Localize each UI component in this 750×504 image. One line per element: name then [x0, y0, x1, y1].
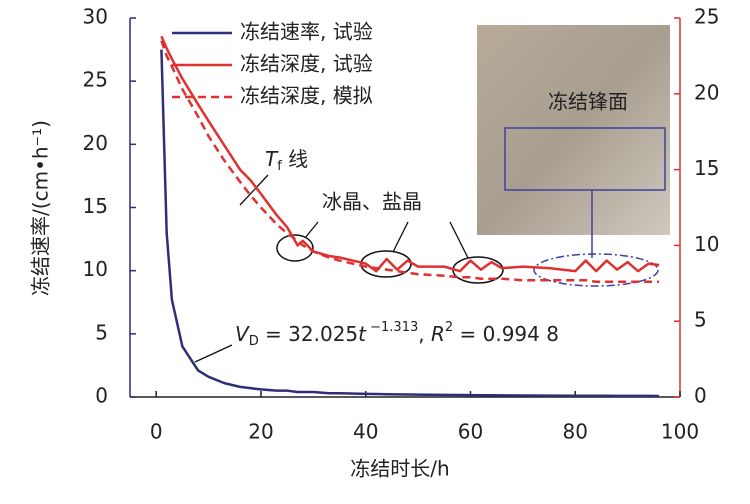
series-line [160, 35, 660, 273]
x-tick-label: 80 [563, 420, 588, 444]
leader [449, 221, 469, 259]
y2-tick-label: 15 [694, 156, 719, 180]
y-tick-label: 5 [95, 320, 108, 344]
front-label: 冻结锋面 [548, 90, 628, 114]
formula-r: R [431, 322, 445, 346]
x-tick-label: 40 [353, 420, 378, 444]
formula: VD = 32.025t −1.313, R2 = 0.994 8 [235, 320, 559, 349]
formula-coef: = 32.025 [259, 322, 358, 346]
y-tick-label: 30 [83, 5, 108, 29]
x-tick-label: 0 [150, 420, 163, 444]
x-tick-label: 100 [661, 420, 699, 444]
y-tick-label: 15 [83, 194, 108, 218]
y2-tick-label: 0 [694, 384, 707, 408]
series-line [160, 40, 660, 284]
inset-photo [477, 25, 670, 235]
formula-sep: , [418, 322, 431, 346]
series-line [160, 49, 660, 398]
crystals-label: 冰晶、盐晶 [322, 190, 422, 214]
tf-tail: 线 [282, 147, 308, 171]
tf-sub: f [277, 159, 282, 174]
formula-t: t [358, 322, 367, 346]
y-tick-label: 0 [95, 384, 108, 408]
tf-main: T [265, 147, 279, 171]
formula-rexp: 2 [445, 320, 453, 335]
x-tick-label: 60 [458, 420, 483, 444]
legend-label: 冻结深度, 模拟 [240, 84, 373, 108]
y-axis-label: 冻结速率/(cm•h⁻¹) [29, 120, 53, 296]
formula-sub: D [249, 334, 259, 349]
leader [239, 174, 269, 206]
formula-v: V [235, 322, 250, 346]
legend-label: 冻结深度, 试验 [240, 52, 373, 76]
tf-label: Tf 线 [265, 147, 308, 174]
formula-exp: −1.313 [366, 320, 418, 335]
y2-tick-label: 20 [694, 80, 719, 104]
x-tick-label: 20 [248, 420, 273, 444]
ellipse [276, 234, 314, 262]
legend-label: 冻结速率, 试验 [240, 20, 373, 44]
y-tick-label: 25 [83, 68, 108, 92]
ellipse [533, 253, 659, 287]
leader [194, 344, 233, 363]
formula-tail: = 0.994 8 [453, 322, 559, 346]
ellipse [360, 250, 412, 278]
y-tick-label: 10 [83, 257, 108, 281]
leader [392, 221, 409, 253]
y2-tick-label: 5 [694, 308, 707, 332]
x-axis-label: 冻结时长/h [350, 457, 449, 481]
y2-tick-label: 10 [694, 232, 719, 256]
leader [304, 221, 319, 239]
y2-tick-label: 25 [694, 5, 719, 29]
y-tick-label: 20 [83, 131, 108, 155]
front-box [504, 127, 666, 191]
